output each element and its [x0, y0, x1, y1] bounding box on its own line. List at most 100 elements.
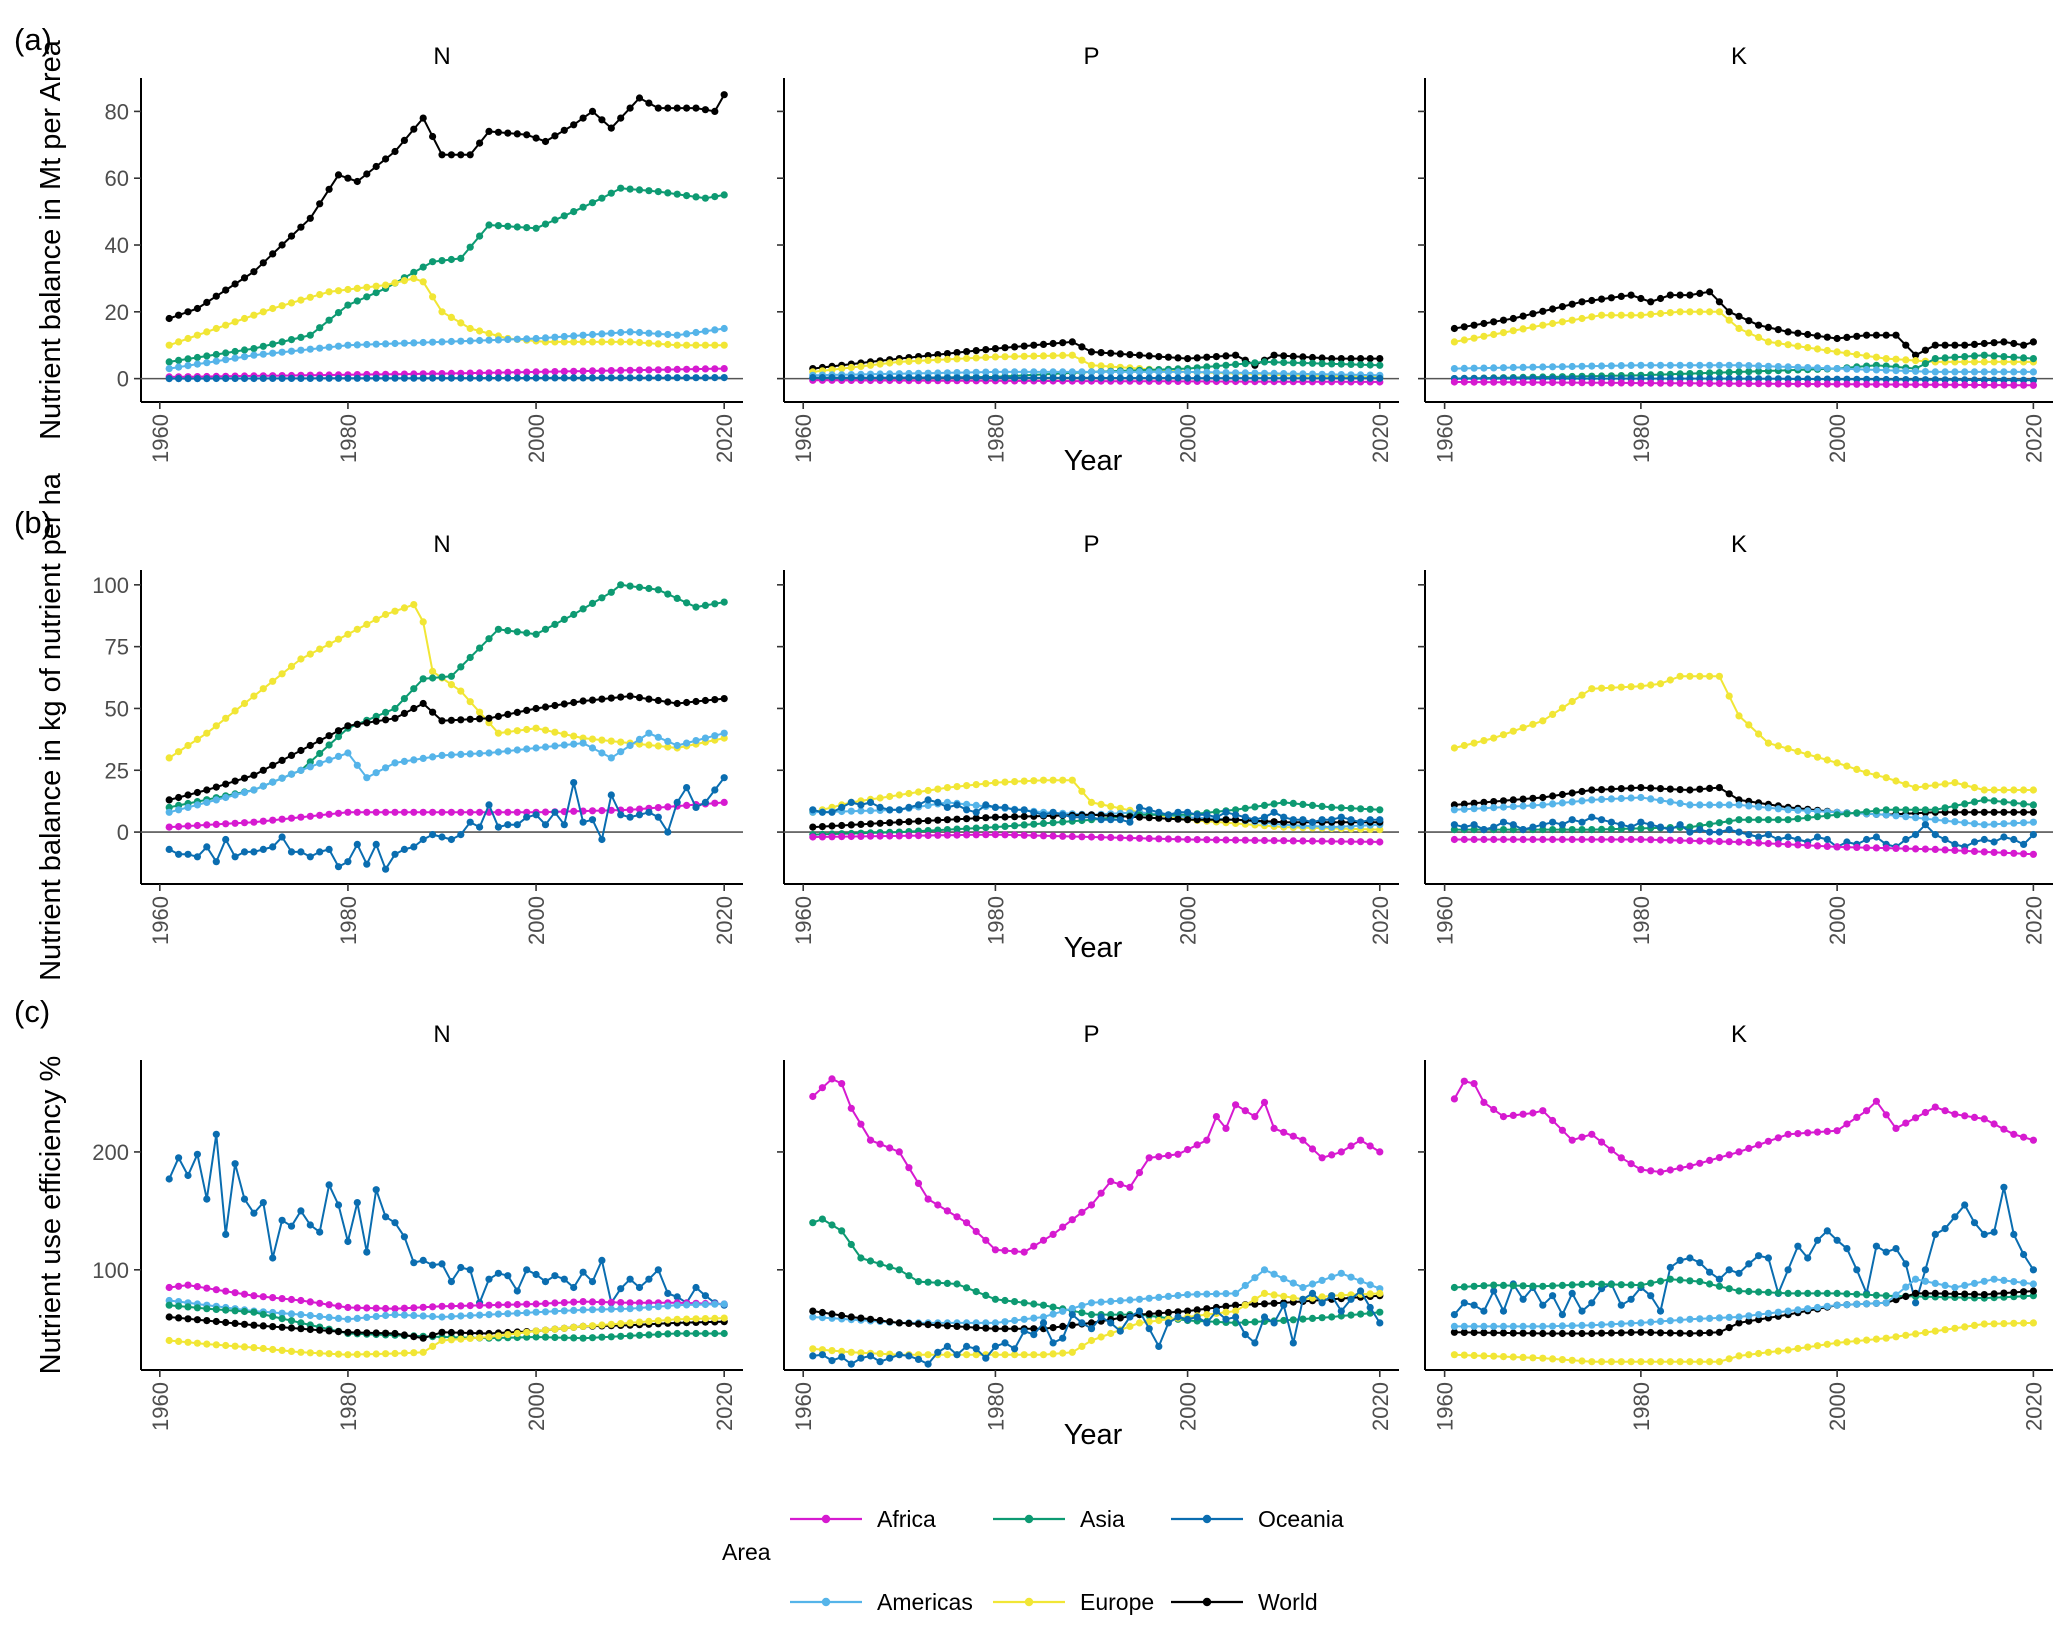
data-point: [1460, 364, 1468, 372]
data-point: [447, 1302, 455, 1310]
data-point: [1627, 794, 1635, 802]
data-point: [363, 1350, 371, 1358]
data-point: [1539, 307, 1547, 315]
data-point: [1637, 1319, 1645, 1327]
data-point: [410, 274, 418, 282]
data-point: [626, 185, 634, 193]
facet-strip-label: N: [433, 1021, 450, 1048]
data-point: [1068, 1311, 1076, 1319]
data-point: [1970, 820, 1979, 828]
data-point: [598, 807, 606, 815]
data-point: [1970, 340, 1979, 348]
data-point: [1001, 1339, 1009, 1347]
data-point: [334, 1328, 343, 1336]
data-point: [382, 764, 390, 772]
data-point: [203, 729, 211, 737]
data-point: [1270, 358, 1278, 366]
data-point: [551, 1299, 559, 1307]
data-point: [334, 287, 343, 295]
data-point: [541, 808, 550, 816]
data-point: [1941, 354, 1949, 362]
data-point: [1970, 1113, 1979, 1121]
data-point: [1232, 1301, 1240, 1309]
data-point: [838, 833, 846, 841]
data-point: [588, 744, 597, 752]
data-point: [240, 819, 249, 827]
data-point: [1951, 368, 1959, 376]
data-point: [447, 255, 455, 264]
data-point: [588, 599, 597, 608]
data-point: [683, 698, 691, 707]
data-point: [588, 107, 597, 115]
data-point: [523, 335, 531, 343]
data-point: [212, 1286, 220, 1294]
series-africa: [809, 1075, 1384, 1256]
data-point: [1020, 1351, 1028, 1359]
data-point: [1222, 1302, 1230, 1310]
data-point: [457, 374, 465, 382]
y-tick-label: 80: [105, 99, 129, 124]
data-point: [1617, 362, 1625, 370]
data-point: [382, 1329, 390, 1337]
data-point: [1539, 1107, 1547, 1115]
data-point: [1656, 1168, 1665, 1176]
data-point: [1637, 379, 1645, 387]
data-point: [1030, 1331, 1038, 1339]
data-point: [866, 798, 875, 807]
data-point: [1882, 375, 1890, 384]
data-point: [269, 349, 277, 357]
data-point: [1490, 364, 1498, 372]
data-point: [1241, 1318, 1249, 1326]
data-point: [1745, 831, 1753, 839]
data-point: [598, 1256, 606, 1264]
data-point: [857, 801, 865, 809]
data-point: [972, 801, 980, 810]
data-point: [1039, 832, 1048, 840]
data-point: [617, 114, 625, 122]
data-point: [876, 1140, 884, 1148]
data-point: [438, 1260, 446, 1268]
series-oceania: [809, 796, 1384, 826]
data-point: [1509, 802, 1517, 811]
data-point: [353, 720, 361, 728]
data-point: [1961, 381, 1969, 389]
series-africa: [165, 1281, 728, 1313]
data-point: [654, 1317, 662, 1325]
data-point: [353, 1328, 361, 1337]
data-point: [1725, 1355, 1733, 1363]
data-point: [963, 1351, 971, 1359]
data-point: [1764, 1254, 1772, 1262]
data-point: [617, 748, 625, 756]
data-point: [2010, 1319, 2018, 1327]
data-point: [2020, 368, 2028, 376]
data-point: [269, 816, 277, 824]
data-point: [1598, 1138, 1606, 1146]
data-point: [494, 823, 502, 831]
data-point: [1588, 1329, 1596, 1338]
data-point: [1318, 354, 1326, 362]
data-point: [297, 374, 305, 382]
data-point: [1020, 352, 1028, 360]
data-point: [1892, 806, 1900, 814]
data-point: [1931, 341, 1939, 349]
data-point: [905, 803, 913, 812]
data-point: [1480, 378, 1488, 386]
data-point: [934, 1348, 942, 1356]
data-point: [1222, 352, 1230, 360]
data-point: [400, 1304, 408, 1312]
data-point: [2029, 808, 2037, 816]
data-point: [476, 369, 484, 377]
data-point: [504, 1310, 512, 1318]
data-point: [419, 278, 427, 286]
data-point: [532, 134, 540, 142]
data-point: [654, 804, 662, 812]
data-point: [1328, 803, 1336, 812]
data-point: [1833, 1339, 1841, 1347]
data-point: [692, 603, 700, 611]
data-point: [1794, 815, 1802, 823]
data-point: [541, 368, 550, 376]
data-point: [895, 1148, 903, 1156]
data-point: [664, 1289, 672, 1297]
data-point: [1735, 712, 1743, 720]
